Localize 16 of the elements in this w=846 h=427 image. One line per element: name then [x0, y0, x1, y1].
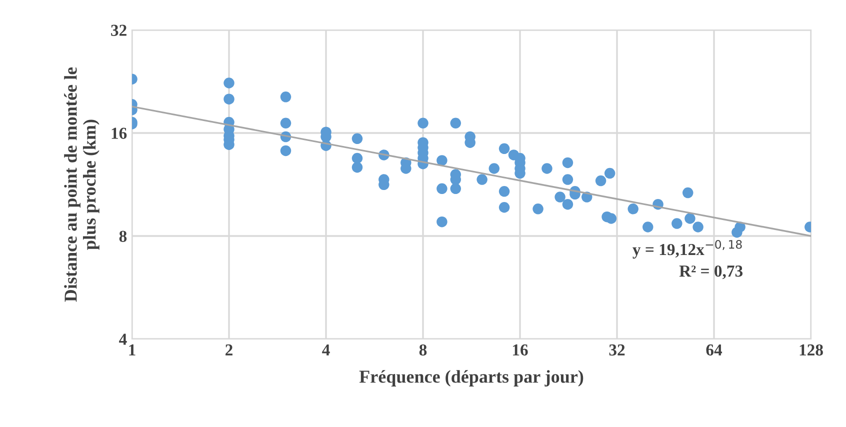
x-tick-label: 4	[322, 344, 330, 356]
y-tick-label: 8	[119, 230, 127, 242]
x-tick-label: 64	[706, 344, 722, 356]
y-tick-label: 16	[112, 128, 127, 139]
x-tick-label: 2	[226, 344, 232, 356]
x-axis-title: Fréquence (départs par jour)	[359, 370, 584, 386]
x-tick-label: 8	[419, 344, 427, 356]
annotation: R² = 0,73	[679, 265, 743, 280]
x-tick-label: 1	[129, 344, 136, 356]
y-axis-title: Distance au point de montée le plus proche (km)	[64, 67, 100, 302]
x-tick-label: 128	[800, 344, 823, 356]
x-tick-label: 16	[513, 344, 528, 356]
y-tick-label: 4	[119, 334, 127, 345]
annotation: y = 19,12x$^{−0,18}$	[632, 240, 742, 259]
y-tick-label: 32	[111, 24, 126, 36]
x-tick-label: 32	[609, 344, 625, 356]
